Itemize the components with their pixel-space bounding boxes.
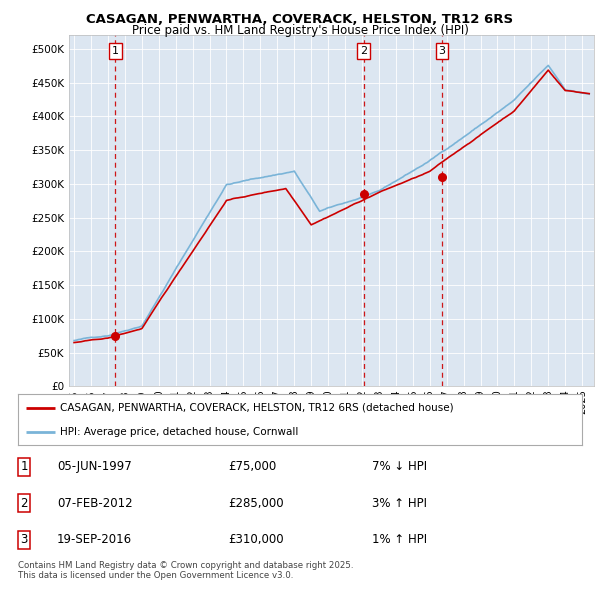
Text: £310,000: £310,000: [228, 533, 284, 546]
Text: 1: 1: [112, 46, 119, 56]
Text: 19-SEP-2016: 19-SEP-2016: [57, 533, 132, 546]
Text: HPI: Average price, detached house, Cornwall: HPI: Average price, detached house, Corn…: [60, 428, 299, 437]
Text: 3: 3: [20, 533, 28, 546]
Text: Contains HM Land Registry data © Crown copyright and database right 2025.
This d: Contains HM Land Registry data © Crown c…: [18, 561, 353, 581]
Text: 2: 2: [360, 46, 367, 56]
Text: 07-FEB-2012: 07-FEB-2012: [57, 497, 133, 510]
Text: 7% ↓ HPI: 7% ↓ HPI: [372, 460, 427, 473]
Text: 3: 3: [439, 46, 445, 56]
Text: Price paid vs. HM Land Registry's House Price Index (HPI): Price paid vs. HM Land Registry's House …: [131, 24, 469, 37]
Text: 2: 2: [20, 497, 28, 510]
Text: 05-JUN-1997: 05-JUN-1997: [57, 460, 132, 473]
Text: 1% ↑ HPI: 1% ↑ HPI: [372, 533, 427, 546]
Text: £285,000: £285,000: [228, 497, 284, 510]
Text: 1: 1: [20, 460, 28, 473]
Text: CASAGAN, PENWARTHA, COVERACK, HELSTON, TR12 6RS: CASAGAN, PENWARTHA, COVERACK, HELSTON, T…: [86, 13, 514, 26]
Text: 3% ↑ HPI: 3% ↑ HPI: [372, 497, 427, 510]
Text: CASAGAN, PENWARTHA, COVERACK, HELSTON, TR12 6RS (detached house): CASAGAN, PENWARTHA, COVERACK, HELSTON, T…: [60, 402, 454, 412]
Text: £75,000: £75,000: [228, 460, 276, 473]
